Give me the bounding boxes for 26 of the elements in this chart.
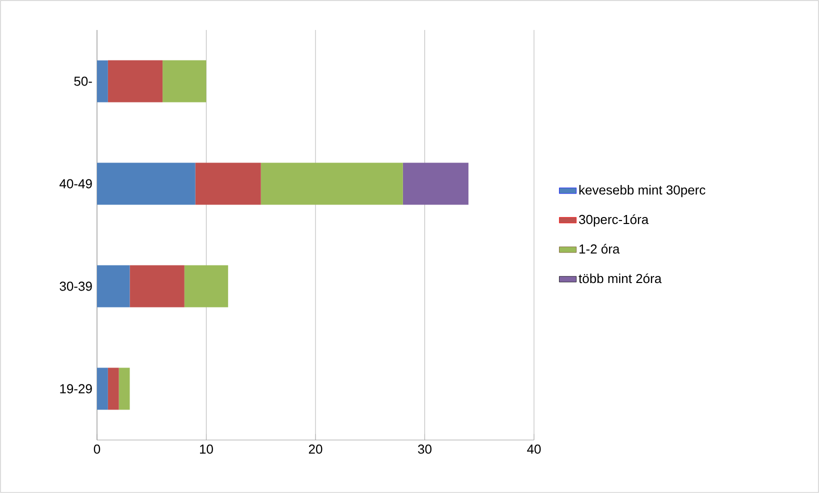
x-tick-label: 20 <box>308 444 322 454</box>
legend-label: kevesebb mint 30perc <box>579 185 706 198</box>
legend-label: 1-2 óra <box>580 244 620 254</box>
bar <box>97 265 130 308</box>
x-tick-label: 0 <box>94 444 100 454</box>
bar <box>97 162 196 205</box>
bar <box>130 265 184 308</box>
bar <box>260 162 403 205</box>
bar <box>402 162 468 205</box>
y-tick-label: 19-29 <box>60 384 92 394</box>
bar <box>97 368 108 410</box>
bar <box>108 368 119 410</box>
x-tick-label: 40 <box>527 444 541 454</box>
y-tick-label: 30-39 <box>60 282 92 291</box>
bar <box>108 60 163 102</box>
legend-label: 30perc-1óra <box>579 214 649 227</box>
y-tick-label: 40-49 <box>60 179 92 188</box>
bar <box>97 60 108 102</box>
bar <box>195 162 261 205</box>
bar <box>162 60 206 102</box>
bar <box>118 368 130 410</box>
y-tick-label: 50- <box>74 76 92 86</box>
x-tick-label: 30 <box>418 444 432 454</box>
legend-label: több mint 2óra <box>578 273 662 284</box>
x-tick-label: 10 <box>200 444 213 454</box>
bar <box>184 265 228 308</box>
